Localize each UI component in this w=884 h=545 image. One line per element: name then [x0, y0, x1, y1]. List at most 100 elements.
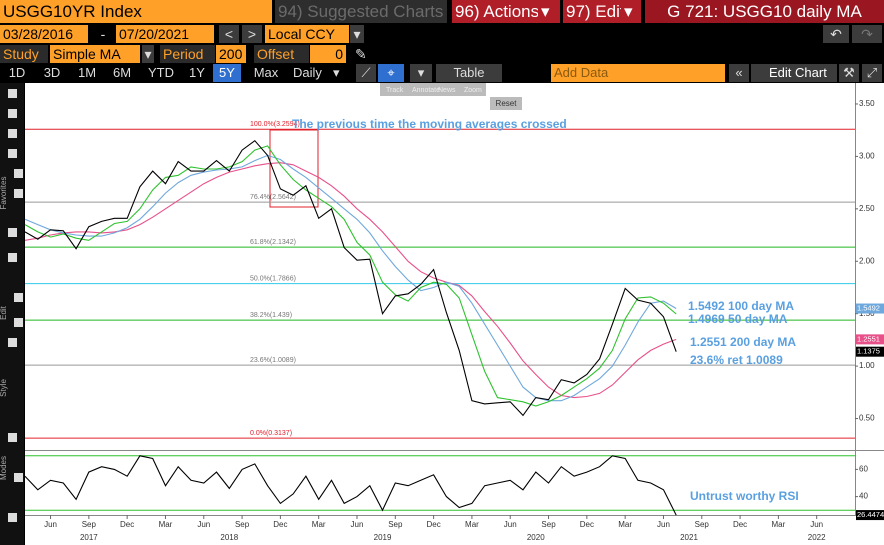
- year-label: 2017: [80, 533, 98, 542]
- edit-menu[interactable]: 97) Edit: [563, 0, 621, 23]
- dropdown-arrow[interactable]: ▾: [410, 64, 432, 82]
- chart-tool[interactable]: News: [438, 87, 456, 94]
- x-tick-label: Mar: [618, 520, 632, 529]
- start-date[interactable]: 03/28/2016: [0, 25, 88, 43]
- x-tick-label: Jun: [44, 520, 57, 529]
- chart-tool[interactable]: Track: [386, 87, 404, 94]
- range-button[interactable]: 6M: [112, 65, 132, 80]
- period-field[interactable]: 200: [216, 45, 246, 63]
- series-line: [24, 139, 677, 417]
- collapse-icon[interactable]: «: [729, 64, 749, 82]
- last-value-label: 1.1375: [857, 347, 880, 356]
- redo-button[interactable]: ↷: [852, 25, 882, 43]
- last-value-label: 1.2551: [857, 334, 880, 343]
- range-button[interactable]: Max: [253, 65, 279, 80]
- icon[interactable]: [8, 89, 17, 98]
- crosshair-icon[interactable]: ⌖: [378, 64, 404, 82]
- dropdown-arrow[interactable]: ▾: [621, 0, 641, 23]
- offset-field[interactable]: 0: [310, 45, 346, 63]
- range-button[interactable]: 1Y: [189, 65, 205, 80]
- side-tab[interactable]: Style: [0, 379, 8, 397]
- prev-button[interactable]: <: [219, 25, 239, 43]
- icon[interactable]: [14, 318, 23, 327]
- icon[interactable]: [8, 338, 17, 347]
- line-icon[interactable]: ⟋: [356, 64, 376, 82]
- chart-tool[interactable]: Annotate: [412, 87, 440, 94]
- icon[interactable]: [8, 433, 17, 442]
- side-toolbar: [0, 83, 24, 545]
- x-tick-label: Sep: [82, 520, 97, 529]
- pencil-icon[interactable]: ✎: [355, 46, 367, 62]
- x-tick-label: Dec: [426, 520, 440, 529]
- x-tick-label: Sep: [695, 520, 710, 529]
- actions-menu[interactable]: 96) Actions: [452, 0, 538, 23]
- icon[interactable]: [8, 149, 17, 158]
- last-value-label: 1.5492: [857, 304, 880, 313]
- range-button[interactable]: YTD: [148, 65, 174, 80]
- reset-label[interactable]: Reset: [496, 99, 518, 108]
- x-tick-label: Dec: [273, 520, 287, 529]
- edit-chart-button[interactable]: Edit Chart: [751, 64, 837, 82]
- range-button[interactable]: 5Y: [213, 64, 241, 82]
- range-button[interactable]: 1M: [77, 65, 97, 80]
- next-button[interactable]: >: [242, 25, 262, 43]
- icon[interactable]: [8, 228, 17, 237]
- x-tick-label: Sep: [541, 520, 556, 529]
- date-separator: -: [100, 26, 106, 42]
- series-line: [24, 455, 677, 516]
- currency-field[interactable]: Local CCY: [265, 25, 349, 43]
- series-line: [24, 154, 677, 402]
- x-tick-label: Jun: [657, 520, 670, 529]
- undo-button[interactable]: ↶: [823, 25, 849, 43]
- icon[interactable]: [8, 109, 17, 118]
- range-button[interactable]: 3D: [43, 65, 61, 80]
- y-tick-label: 0.50: [859, 414, 875, 423]
- icon[interactable]: [8, 513, 17, 522]
- last-value-tag: [856, 303, 884, 314]
- settings-icon[interactable]: ⚒: [839, 64, 859, 82]
- page-title: G 721: USGG10 daily MA: [645, 0, 884, 23]
- reset-button[interactable]: [490, 97, 522, 110]
- last-value-label: 26.4474: [857, 510, 884, 519]
- x-tick-label: Mar: [465, 520, 479, 529]
- security-field[interactable]: USGG10YR Index: [0, 0, 272, 23]
- icon[interactable]: [14, 189, 23, 198]
- table-button[interactable]: Table: [436, 64, 502, 82]
- frequency-menu[interactable]: Daily: [293, 65, 322, 80]
- suggested-charts[interactable]: 94) Suggested Charts: [275, 0, 447, 23]
- y-tick-label: 40: [859, 492, 868, 501]
- study-field[interactable]: Simple MA: [50, 45, 140, 63]
- annotation: Untrust worthy RSI: [690, 489, 799, 503]
- side-tab[interactable]: Edit: [0, 305, 8, 320]
- highlight-box: [269, 129, 319, 208]
- axis-background: [25, 515, 884, 545]
- icon[interactable]: [14, 169, 23, 178]
- study-label: Study: [0, 45, 48, 63]
- side-icons: [8, 89, 23, 522]
- dropdown-arrow[interactable]: ▾: [142, 45, 154, 63]
- add-data-field[interactable]: Add Data: [551, 64, 725, 82]
- icon[interactable]: [14, 293, 23, 302]
- dropdown-arrow[interactable]: ▾: [538, 0, 560, 23]
- chart-tool[interactable]: Zoom: [464, 87, 482, 94]
- annotation: 1.2551 200 day MA: [690, 335, 796, 349]
- end-date[interactable]: 07/20/2021: [116, 25, 214, 43]
- dropdown-arrow[interactable]: ▾: [333, 65, 340, 80]
- dropdown-arrow[interactable]: ▾: [350, 25, 364, 43]
- annotation: The previous time the moving averages cr…: [292, 117, 567, 131]
- range-button[interactable]: 1D: [8, 65, 26, 80]
- last-value-tag: [856, 346, 884, 357]
- plot-background: [25, 83, 884, 515]
- y-tick-label: 3.50: [859, 99, 875, 108]
- icon[interactable]: [8, 129, 17, 138]
- offset-label: Offset: [254, 45, 309, 63]
- last-value-tag: [856, 334, 884, 345]
- expand-icon[interactable]: ⤢: [862, 64, 882, 82]
- x-tick-label: Sep: [388, 520, 403, 529]
- side-tab[interactable]: Modes: [0, 456, 8, 480]
- icon[interactable]: [14, 473, 23, 482]
- icon[interactable]: [8, 253, 17, 262]
- year-label: 2021: [680, 533, 698, 542]
- side-tab[interactable]: Favorites: [0, 177, 8, 210]
